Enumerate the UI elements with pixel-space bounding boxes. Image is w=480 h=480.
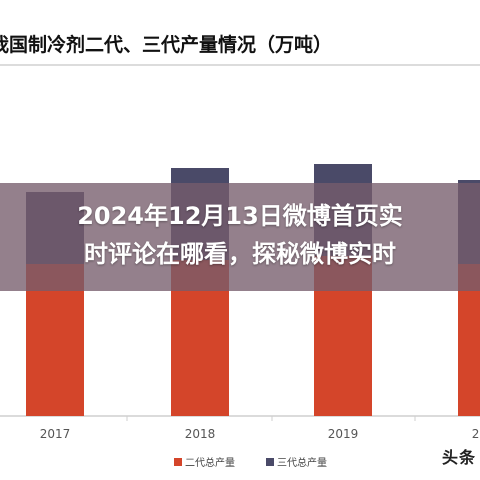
title-divider xyxy=(0,64,480,66)
headline-overlay-band xyxy=(0,183,480,291)
headline-overlay[interactable]: 2024年12月13日微博首页实 时评论在哪看，探秘微博实时 xyxy=(0,197,480,273)
legend-swatch-1 xyxy=(266,458,274,466)
watermark: 头条 xyxy=(441,448,476,467)
x-tick-label-2018: 2018 xyxy=(185,427,216,441)
legend-label-0: 二代总产量 xyxy=(185,456,235,469)
headline-line-2: 时评论在哪看，探秘微博实时 xyxy=(84,240,396,268)
legend-swatch-0 xyxy=(174,458,182,466)
legend-label-1: 三代总产量 xyxy=(277,456,327,469)
bar-gen2-2020 xyxy=(458,264,480,416)
chart-title-text: 我国制冷剂二代、三代产量情况（万吨） xyxy=(0,34,333,56)
x-tick-label-2017: 2017 xyxy=(40,427,71,441)
headline-line-1: 2024年12月13日微博首页实 xyxy=(77,202,403,230)
x-tick-label-2020: 2020 xyxy=(472,427,480,441)
chart-title: 我国制冷剂二代、三代产量情况（万吨） xyxy=(0,18,480,62)
x-tick-label-2019: 2019 xyxy=(328,427,359,441)
